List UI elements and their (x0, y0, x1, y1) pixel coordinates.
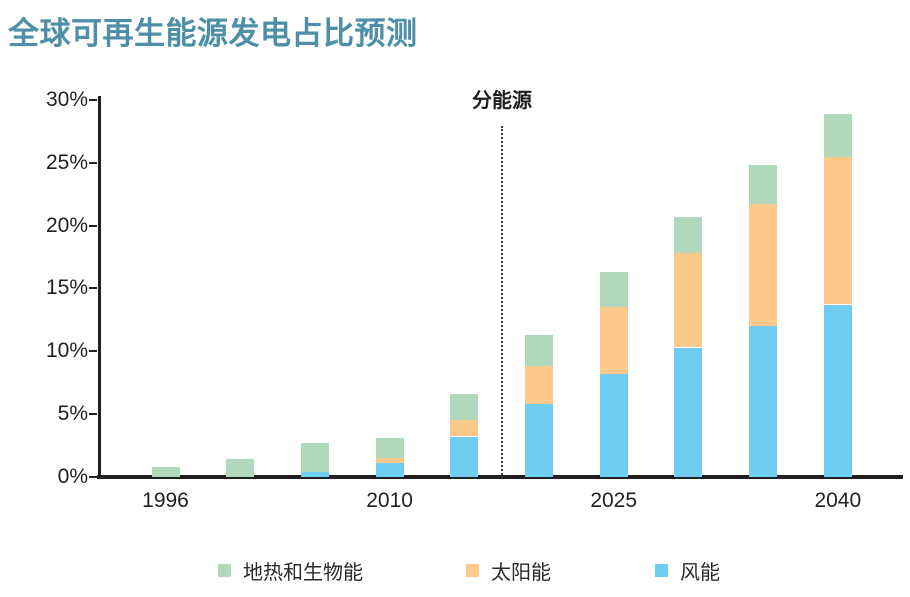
x-axis-tick-label: 1996 (142, 489, 189, 512)
bar-segment-wind (674, 348, 702, 477)
y-axis-tick-mark (89, 287, 97, 290)
bar-segment-wind (301, 472, 329, 477)
legend-label-wind: 风能 (680, 562, 720, 584)
y-axis-tick-label: 0% (57, 465, 88, 488)
x-axis-tick-label: 2040 (814, 489, 862, 512)
legend-label-geo_bio: 地热和生物能 (243, 562, 363, 584)
bar-segment-solar (749, 204, 777, 326)
legend-swatch-wind (655, 564, 668, 577)
bar-segment-geo_bio (749, 165, 777, 204)
bar-segment-solar (824, 156, 852, 304)
bar-segment-geo_bio (600, 272, 628, 307)
y-axis-tick-label: 30% (45, 87, 88, 111)
legend-label-solar: 太阳能 (491, 562, 551, 584)
bar-segment-wind (749, 326, 777, 477)
bar-segment-geo_bio (824, 114, 852, 157)
forecast-separator-line (501, 126, 503, 478)
bar-segment-geo_bio (376, 438, 404, 458)
y-axis-tick-mark (89, 161, 97, 164)
y-axis-tick-mark (89, 98, 97, 101)
y-axis-tick-label: 5% (57, 402, 88, 426)
bar-segment-geo_bio (674, 217, 702, 253)
chart-title: 全球可再生能源发电占比预测 (8, 16, 418, 51)
y-axis-tick-label: 10% (45, 339, 88, 363)
legend-swatch-solar (466, 564, 479, 577)
y-axis-tick-label: 20% (45, 213, 88, 237)
x-axis-line (97, 475, 903, 479)
bar-segment-geo_bio (301, 443, 329, 472)
y-axis-tick-mark (89, 224, 97, 227)
bar-segment-solar (376, 458, 404, 463)
bar-segment-wind (376, 463, 404, 477)
bar-segment-wind (525, 404, 553, 477)
bar-segment-solar (674, 253, 702, 347)
bar-segment-solar (450, 420, 478, 436)
y-axis-tick-mark (89, 350, 97, 353)
y-axis-tick-label: 25% (45, 150, 88, 174)
bar-segment-geo_bio (152, 467, 180, 477)
legend-item-solar: 太阳能 (466, 556, 551, 585)
x-axis-tick-label: 2010 (366, 489, 413, 512)
bar-segment-solar (525, 366, 553, 404)
bar-segment-wind (600, 374, 628, 477)
legend-item-geo_bio: 地热和生物能 (218, 556, 363, 585)
bar-segment-wind (450, 437, 478, 477)
x-axis-tick-label: 2025 (590, 489, 638, 512)
y-axis-line (98, 96, 101, 479)
bar-segment-solar (600, 307, 628, 374)
scenario-annotation-label: 分能源 (472, 90, 532, 112)
y-axis-tick-label: 15% (45, 276, 88, 300)
bar-segment-wind (824, 305, 852, 477)
y-axis-tick-mark (89, 476, 97, 478)
legend-item-wind: 风能 (655, 556, 720, 585)
bar-segment-geo_bio (450, 394, 478, 420)
bar-segment-geo_bio (525, 335, 553, 366)
legend-swatch-geo_bio (218, 564, 231, 577)
y-axis-tick-mark (89, 413, 97, 416)
bar-segment-geo_bio (226, 459, 254, 477)
